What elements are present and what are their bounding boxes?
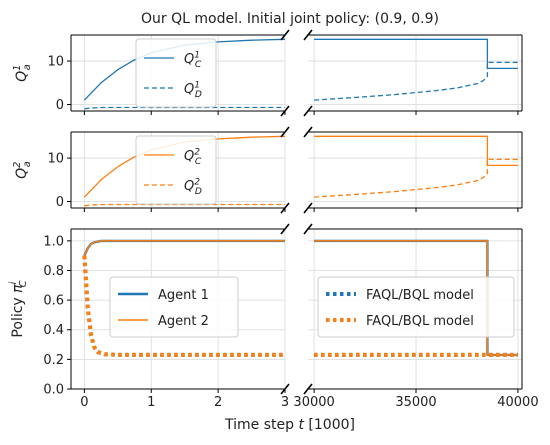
- axis-break-mark: [280, 223, 290, 235]
- legend-q1: Q1 C Q1 D: [135, 38, 217, 108]
- legend-label: Agent 1: [158, 288, 209, 303]
- series-line-faql-bql-model-agent-2--left: [82, 255, 285, 357]
- y-tick-label: 0.6: [43, 294, 64, 309]
- x-tick-label: 40000: [497, 395, 538, 410]
- x-axis-label: Time step t [1000]: [224, 417, 355, 433]
- axis-break-mark: [280, 105, 290, 117]
- legend-label: Q2 C: [184, 148, 202, 167]
- legend-frame: [135, 135, 217, 205]
- legend-q2: Q2 C Q2 D: [135, 135, 217, 205]
- y-axis-label: Q2a: [12, 161, 33, 179]
- y-tick-label: 10: [47, 152, 64, 167]
- legend-label: Q2 D: [184, 178, 202, 197]
- y-tick-label: 0.0: [43, 383, 64, 398]
- series-line-q-d-1-left: [84, 106, 285, 110]
- y-tick-label: 0: [56, 195, 64, 210]
- legend-label: Q1 C: [184, 51, 202, 70]
- x-tick-label: 2: [214, 395, 222, 410]
- axis-break-mark: [303, 126, 313, 138]
- x-tick-label: 1: [147, 395, 155, 410]
- panel-q1: 0 10 Q1a Q1 C Q1 D: [12, 29, 523, 117]
- series-line-agent-2-left: [83, 240, 285, 257]
- axis-break-mark: [280, 29, 290, 41]
- legend-frame: [109, 276, 239, 338]
- y-tick-label: 0.8: [43, 264, 64, 279]
- axis-break-mark: [303, 202, 313, 214]
- axis-break-mark: [303, 105, 313, 117]
- panel-policy: 0 1 2 3 30000 35000 40000 0.0 0.2 0.4 0.6 0.8 1.0 Pol…: [8, 223, 539, 410]
- series-line-q-d-1-right: [314, 61, 518, 101]
- y-tick-label: 0.4: [43, 323, 64, 338]
- y-tick-label: 1.0: [43, 234, 64, 249]
- y-axis-label: Policy πiC: [8, 280, 29, 337]
- series-line-q-c-2-right: [314, 135, 518, 167]
- legend-frame: [317, 276, 515, 338]
- y-tick-label: 10: [47, 55, 64, 70]
- axis-break-mark: [303, 29, 313, 41]
- x-tick-label: 0: [80, 395, 88, 410]
- plot-area: 0 10 Q1a Q1 C Q1 D 0 10 Q2a Q2 C Q2 D 0 1 2 3 30000 35000 40…: [8, 29, 539, 410]
- axis-break-mark: [280, 126, 290, 138]
- x-tick-label: 35000: [395, 395, 436, 410]
- x-tick-label: 30000: [293, 395, 334, 410]
- axis-break-mark: [280, 383, 290, 395]
- legend-faql: FAQL/BQL model FAQL/BQL model: [317, 276, 515, 338]
- legend-label: FAQL/BQL model: [366, 314, 474, 329]
- x-tick-label: 3: [281, 395, 289, 410]
- legend-agents: Agent 1 Agent 2: [109, 276, 239, 338]
- series-line-q-d-2-left: [84, 203, 285, 207]
- chart-title: Our QL model. Initial joint policy: (0.9…: [141, 11, 439, 27]
- legend-label: FAQL/BQL model: [366, 288, 474, 303]
- series-line-agent-1-left: [83, 239, 285, 257]
- panel-q2: 0 10 Q2a Q2 C Q2 D: [12, 126, 523, 214]
- axis-break-mark: [280, 202, 290, 214]
- y-tick-label: 0: [56, 98, 64, 113]
- legend-label: Agent 2: [158, 314, 209, 329]
- axis-break-mark: [303, 383, 313, 395]
- series-line-q-d-2-right: [314, 158, 518, 198]
- series-line-q-c-1-right: [314, 38, 518, 70]
- y-axis-label: Q1a: [12, 64, 33, 82]
- legend-label: Q1 D: [184, 81, 202, 100]
- axis-break-mark: [303, 223, 313, 235]
- y-tick-label: 0.2: [43, 353, 64, 368]
- legend-frame: [135, 38, 217, 108]
